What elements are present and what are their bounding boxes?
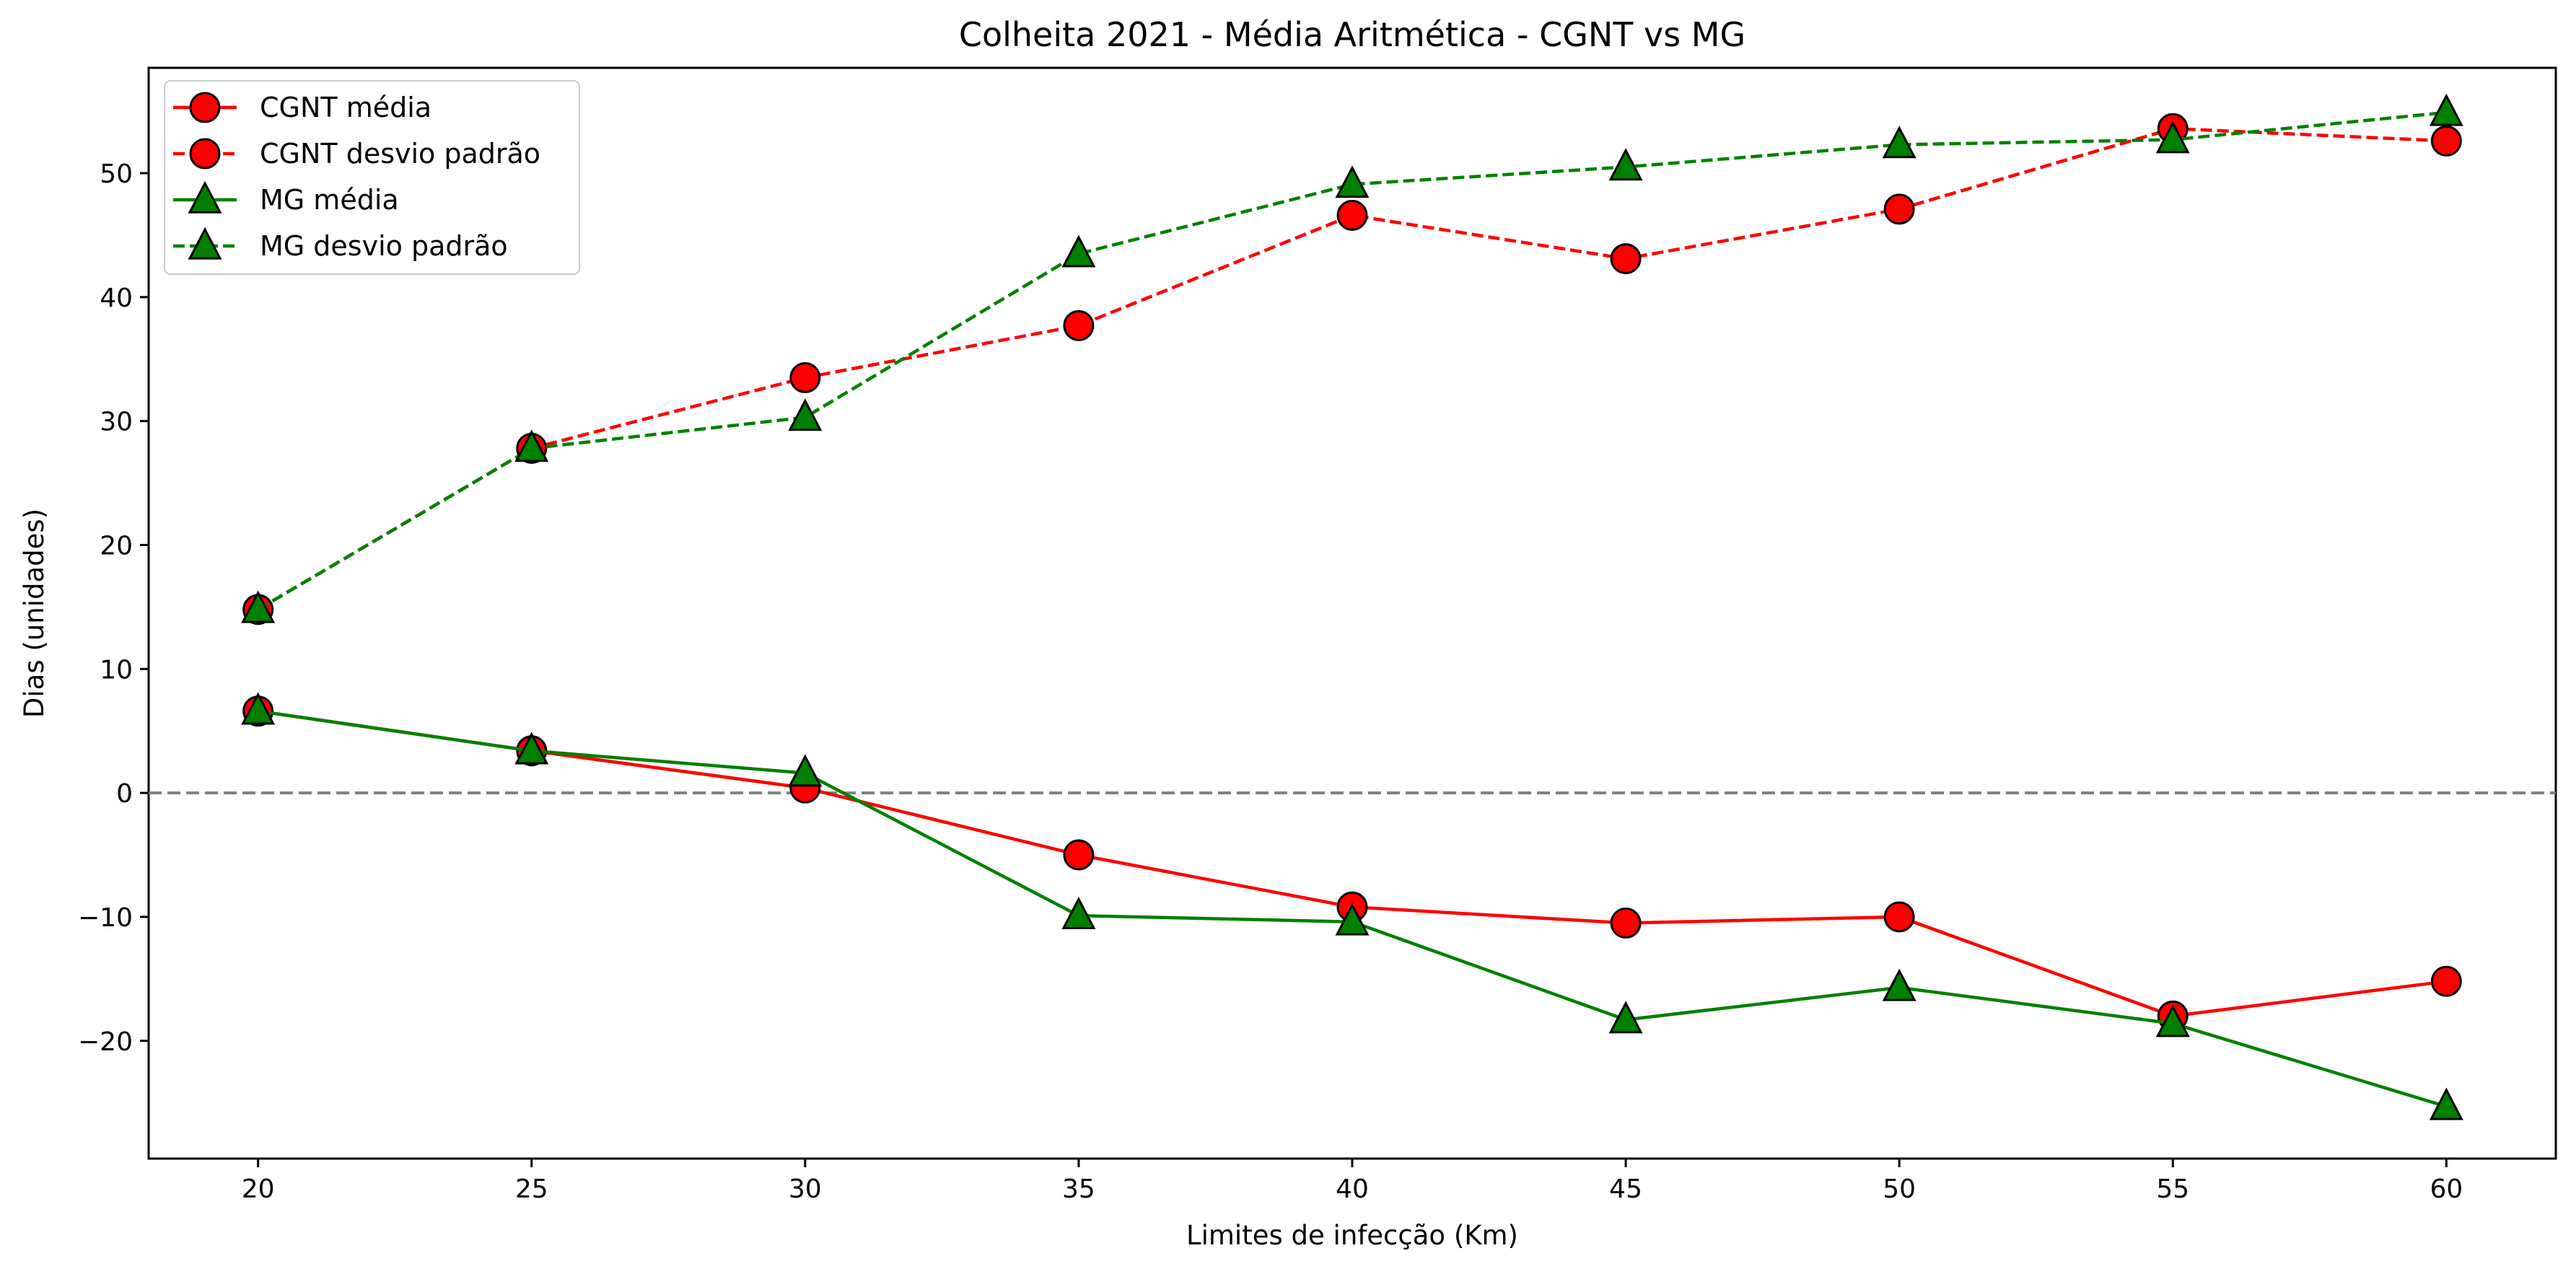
x-axis-label: Limites de infecção (Km) — [1186, 1220, 1518, 1251]
legend-marker-mg-desvio-padrao — [188, 227, 222, 260]
legend-label-cgnt-desvio-padrao: CGNT desvio padrão — [260, 138, 540, 170]
data-point-cgnt-media — [1610, 908, 1642, 939]
x-tick-label: 55 — [2156, 1174, 2189, 1204]
legend-frame — [164, 80, 580, 275]
legend-entry-cgnt-desvio-padrao: CGNT desvio padrão — [173, 138, 540, 170]
chart-title: Colheita 2021 - Média Aritmética - CGNT … — [959, 15, 1745, 54]
legend-marker-cgnt-desvio-padrao — [189, 138, 221, 170]
data-point-mg-media — [2155, 1004, 2190, 1037]
y-tick-label: 40 — [100, 284, 133, 313]
data-point-mg-desvio-padrao — [1335, 165, 1370, 198]
data-point-mg-media — [1882, 968, 1916, 1001]
series-line-cgnt-desvio-padrao — [257, 126, 2447, 611]
data-point-mg-desvio-padrao — [1061, 234, 1096, 268]
legend-entry-cgnt-media: CGNT média — [173, 92, 431, 123]
data-point-mg-media — [1061, 896, 1096, 929]
legend: CGNT média CGNT desvio padrão MG média MG d… — [164, 80, 580, 275]
data-point-mg-media — [241, 692, 276, 725]
data-point-mg-desvio-padrao — [1608, 148, 1643, 181]
data-point-mg-desvio-padrao — [514, 429, 549, 462]
data-point-cgnt-desvio-padrao — [789, 362, 821, 394]
x-tick-label: 30 — [789, 1174, 822, 1204]
data-point-cgnt-media — [1063, 839, 1095, 871]
x-axis: 20 25 30 35 40 45 50 55 60 — [242, 1159, 2463, 1204]
legend-label-cgnt-media: CGNT média — [260, 92, 431, 123]
legend-entry-mg-desvio-padrao: MG desvio padrão — [173, 227, 508, 262]
data-point-mg-media — [514, 732, 549, 765]
y-tick-label: 20 — [100, 532, 133, 561]
y-tick-label: 30 — [100, 408, 133, 437]
x-tick-label: 40 — [1336, 1174, 1369, 1204]
series-mg-media — [241, 692, 2463, 1120]
data-point-mg-desvio-padrao — [1882, 126, 1916, 159]
data-point-cgnt-desvio-padrao — [1063, 309, 1095, 341]
data-point-mg-desvio-padrao — [2155, 120, 2190, 154]
data-point-mg-desvio-padrao — [788, 398, 823, 431]
data-point-cgnt-media — [2430, 965, 2462, 997]
y-tick-label: 50 — [100, 159, 133, 189]
legend-entry-mg-media: MG média — [173, 180, 399, 216]
x-tick-label: 20 — [242, 1174, 275, 1204]
data-point-cgnt-desvio-padrao — [1336, 199, 1368, 231]
data-point-cgnt-media — [1883, 901, 1915, 933]
series-group — [241, 93, 2463, 1120]
data-point-mg-media — [788, 754, 823, 787]
data-point-mg-media — [1608, 1001, 1643, 1034]
y-tick-label: −10 — [78, 903, 133, 933]
x-tick-label: 45 — [1609, 1174, 1642, 1204]
series-mg-desvio-padrao — [241, 93, 2463, 623]
data-point-mg-desvio-padrao — [241, 590, 276, 623]
legend-items: CGNT média CGNT desvio padrão MG média MG d… — [173, 92, 540, 262]
legend-marker-cgnt-media — [189, 92, 221, 123]
y-axis-label: Dias (unidades) — [19, 509, 50, 718]
data-point-mg-desvio-padrao — [2429, 93, 2463, 126]
data-point-cgnt-desvio-padrao — [1883, 193, 1915, 225]
y-tick-label: 0 — [116, 779, 133, 809]
x-tick-label: 25 — [515, 1174, 548, 1204]
y-tick-label: 10 — [100, 655, 133, 685]
data-point-mg-media — [2429, 1087, 2463, 1120]
y-axis: −20 −10 0 10 20 30 40 50 — [78, 159, 149, 1057]
series-line-mg-desvio-padrao — [257, 110, 2447, 611]
plot-area — [147, 66, 2557, 1160]
y-tick-label: −20 — [78, 1027, 133, 1057]
legend-label-mg-media: MG média — [260, 184, 399, 216]
data-point-cgnt-desvio-padrao — [1610, 243, 1642, 275]
x-tick-label: 50 — [1883, 1174, 1916, 1204]
x-tick-label: 60 — [2430, 1174, 2463, 1204]
x-tick-label: 35 — [1062, 1174, 1095, 1204]
legend-marker-mg-media — [188, 180, 222, 214]
data-point-cgnt-desvio-padrao — [2430, 125, 2462, 157]
data-point-mg-media — [1335, 902, 1370, 936]
legend-label-mg-desvio-padrao: MG desvio padrão — [260, 230, 508, 262]
